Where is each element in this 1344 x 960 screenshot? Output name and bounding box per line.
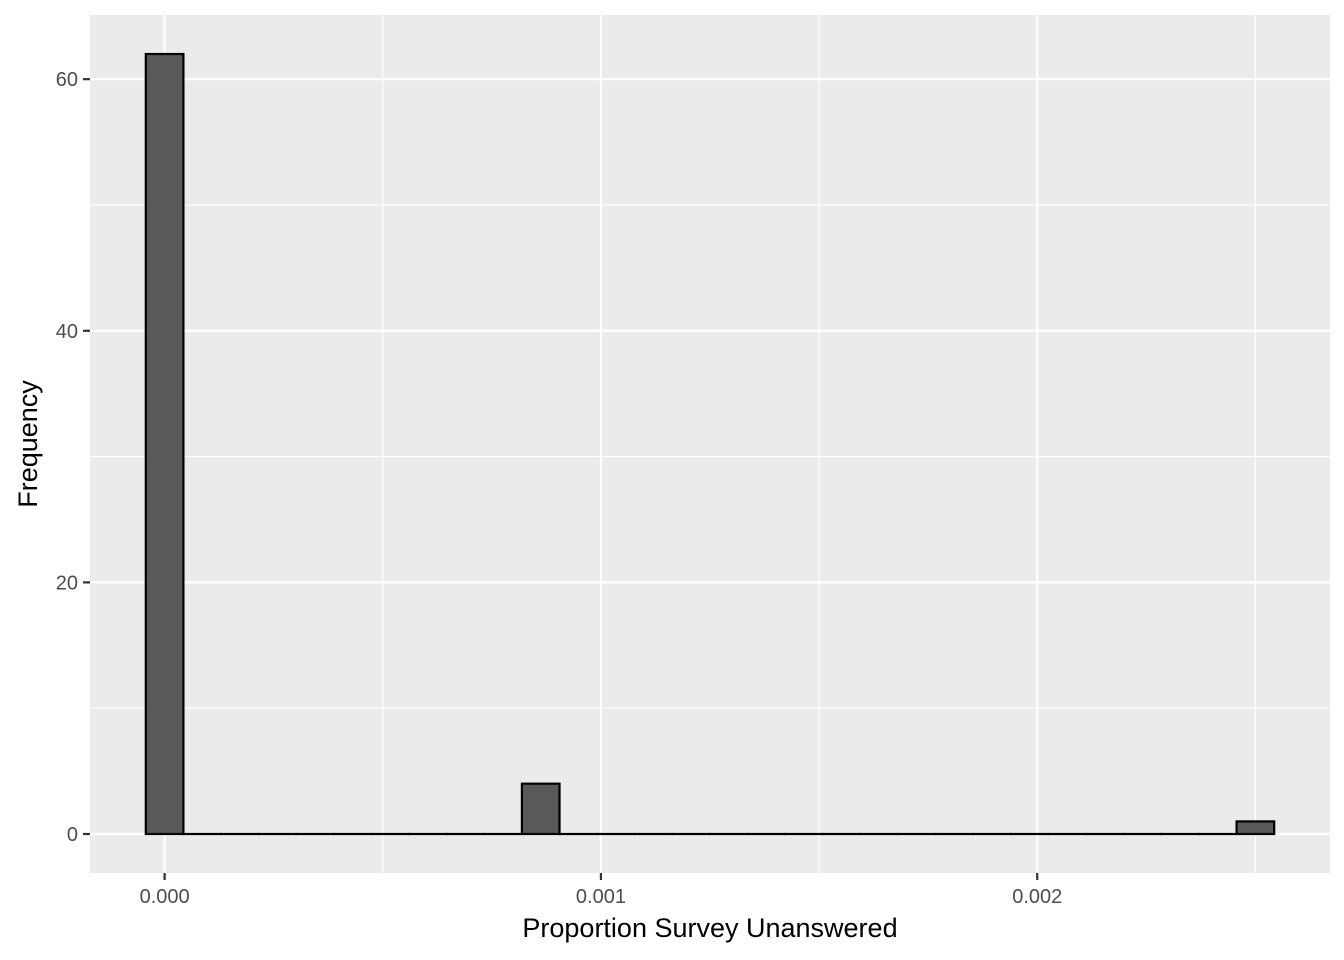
histogram-bar	[1235, 820, 1276, 836]
y-tick-label: 40	[56, 321, 78, 343]
x-tick-label: 0.002	[1012, 886, 1062, 908]
y-axis: 0 20 40 60	[56, 69, 90, 846]
histogram-bar	[520, 782, 561, 836]
histogram-bar	[144, 52, 185, 836]
x-axis: 0.000 0.001 0.002	[140, 873, 1062, 908]
y-axis-title: Frequency	[13, 380, 43, 508]
histogram-bars	[144, 52, 1276, 836]
y-tick-label: 20	[56, 572, 78, 594]
x-tick-label: 0.001	[576, 886, 626, 908]
y-tick-label: 60	[56, 69, 78, 91]
x-tick-label: 0.000	[140, 886, 190, 908]
x-axis-title: Proportion Survey Unanswered	[522, 913, 897, 943]
minor-gridlines	[90, 15, 1330, 873]
y-tick-label: 0	[67, 824, 78, 846]
plot-panel	[90, 15, 1330, 873]
